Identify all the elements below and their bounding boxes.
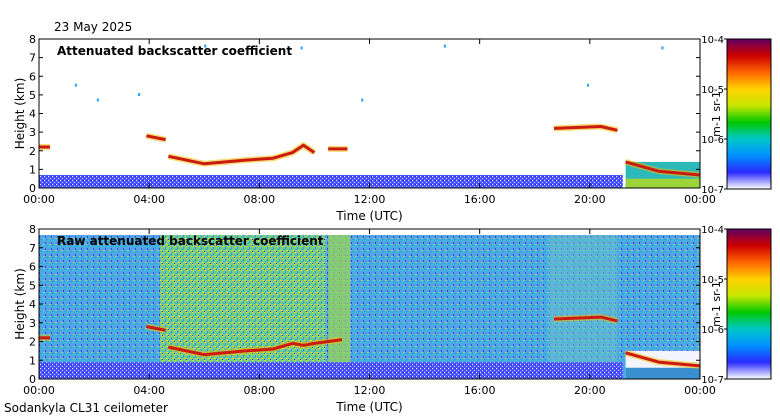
panel-2: 0 1 2 3 4 5 6 7 8 00:00 04:00 08:00 12:00 16:00 20:00 0… [13,223,772,414]
y-tick-label: 2 [29,336,36,349]
y-tick-label: 3 [29,317,36,330]
plot-background [39,39,700,188]
y-tick-label: 1 [29,354,36,367]
x-axis-label: Time (UTC) [335,400,402,414]
speckle [300,46,303,50]
x-tick-label: 00:00 [23,384,55,397]
speckle [661,46,664,50]
surface-noise-band [39,362,623,379]
y-tick-label: 4 [29,108,36,121]
x-tick-label: 08:00 [243,384,275,397]
speckle [96,98,99,102]
cloud-layer [146,325,166,332]
colorbar: m-1 sr-1 10-7 10-6 10-5 10-4 [701,35,772,196]
date-label: 23 May 2025 [54,20,133,34]
panel-1: 0 1 2 3 4 5 6 7 8 00:00 04:00 08:00 12:00 16:00 20:00 0… [13,33,772,223]
y-axis-label: Height (km) [13,78,27,149]
speckle [74,83,77,87]
speckle [138,93,141,97]
x-tick-label: 16:00 [464,384,496,397]
x-tick-label: 12:00 [354,193,386,206]
x-tick-label: 00:00 [23,193,55,206]
colorbar-tick-label: 10-5 [701,85,724,96]
y-tick-label: 7 [29,242,36,255]
x-tick-label: 00:00 [684,193,716,206]
colorbar-tick-label: 10-6 [701,135,724,146]
cloud-layer [553,125,618,132]
cloud-layer [168,338,343,357]
panel-title: Attenuated backscatter coefficient [57,44,292,58]
cloud-layer [625,351,701,368]
panel-title: Raw attenuated backscatter coefficient [57,234,324,248]
x-tick-label: 20:00 [574,193,606,206]
y-tick-label: 1 [29,163,36,176]
instrument-label: Sodankyla CL31 ceilometer [4,401,168,415]
daytime-noise-field [160,235,326,379]
y-tick-label: 8 [29,223,36,236]
low-cloud-region [625,178,700,188]
cloud-layer [146,134,166,142]
colorbar-tick-label: 10-5 [701,275,724,286]
y-tick-label: 4 [29,298,36,311]
y-tick-label: 0 [29,182,36,195]
x-axis-label: Time (UTC) [335,209,402,223]
cloud-layer [625,160,701,177]
cloud-layer [553,315,618,323]
y-tick-label: 7 [29,52,36,65]
x-tick-label: 20:00 [574,384,606,397]
colorbar-tick-label: 10-4 [701,225,724,236]
x-tick-label: 00:00 [684,384,716,397]
speckle [204,44,207,48]
y-tick-label: 0 [29,373,36,386]
colorbar-label: m-1 sr-1 [710,91,723,137]
colorbar: m-1 sr-1 10-7 10-6 10-5 10-4 [701,225,772,386]
cloud-layer [168,143,316,166]
y-tick-label: 6 [29,70,36,83]
speckle [361,98,364,102]
noise-streak [328,235,351,379]
x-tick-label: 08:00 [243,193,275,206]
y-tick-label: 5 [29,89,36,102]
y-axis-label: Height (km) [13,268,27,339]
x-tick-label: 04:00 [133,384,165,397]
x-tick-label: 12:00 [354,384,386,397]
y-tick-label: 2 [29,145,36,158]
colorbar-tick-label: 10-7 [701,375,724,386]
noise-streak [548,235,618,379]
colorbar-tick-label: 10-7 [701,185,724,196]
speckle [443,44,446,48]
low-signal-region [625,367,700,379]
colorbar-tick-label: 10-4 [701,35,724,46]
colorbar-scale [726,228,772,380]
surface-noise-band [39,174,623,188]
y-tick-label: 6 [29,261,36,274]
speckle [587,83,590,87]
x-tick-label: 16:00 [464,193,496,206]
y-tick-label: 8 [29,33,36,46]
colorbar-scale [726,38,772,190]
y-tick-label: 5 [29,279,36,292]
x-tick-label: 04:00 [133,193,165,206]
colorbar-label: m-1 sr-1 [710,281,723,327]
colorbar-tick-label: 10-6 [701,325,724,336]
y-tick-label: 3 [29,126,36,139]
